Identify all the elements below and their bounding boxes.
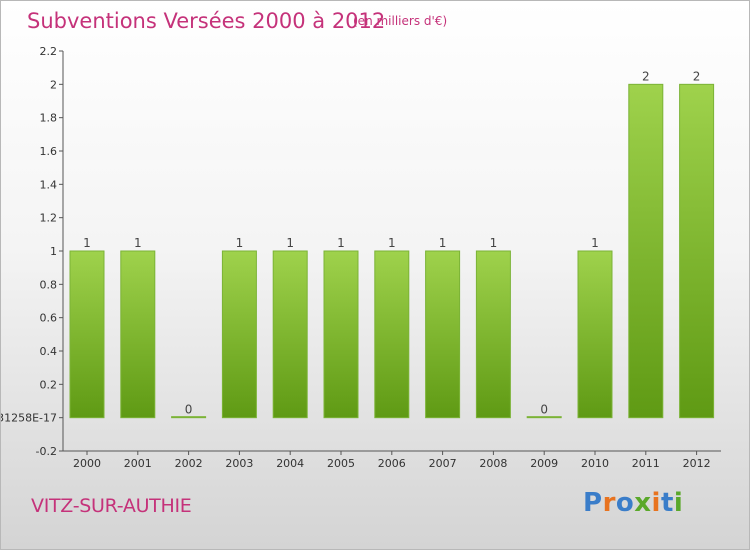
bar-2000 xyxy=(69,250,105,419)
x-tick-label: 2008 xyxy=(479,457,507,470)
bar-2010 xyxy=(577,250,613,419)
y-tick-label: 0.2 xyxy=(40,378,58,391)
bar-2001 xyxy=(120,250,156,419)
data-label: 1 xyxy=(490,236,498,250)
data-label: 1 xyxy=(591,236,599,250)
bar-2007 xyxy=(425,250,461,419)
y-tick-label: 0.4 xyxy=(40,345,58,358)
y-tick-label: 1.6 xyxy=(40,145,58,158)
bar-2004 xyxy=(272,250,308,419)
y-tick-label: 0.6 xyxy=(40,312,58,325)
y-tick-label: -5.5511151231258E-17 xyxy=(1,412,57,425)
commune-name: VITZ-SUR-AUTHIE xyxy=(31,495,192,517)
x-tick-label: 2003 xyxy=(225,457,253,470)
data-label: 2 xyxy=(693,69,701,83)
x-tick-label: 2001 xyxy=(124,457,152,470)
logo-letter: i xyxy=(673,488,684,518)
bar-2002 xyxy=(171,416,207,419)
chart-unit-note: (en milliers d'€) xyxy=(353,14,448,28)
x-tick-label: 2000 xyxy=(73,457,101,470)
data-label: 2 xyxy=(642,69,650,83)
data-label: 1 xyxy=(439,236,447,250)
bar-2008 xyxy=(475,250,511,419)
proxiti-logo[interactable]: Proxiti xyxy=(583,488,683,518)
y-tick-label: 2 xyxy=(50,78,57,91)
y-tick-label: 2.2 xyxy=(40,45,58,58)
data-label: 1 xyxy=(388,236,396,250)
data-label: 1 xyxy=(286,236,294,250)
bar-2011 xyxy=(628,83,664,419)
bar-2005 xyxy=(323,250,359,419)
logo-letter: i xyxy=(651,488,661,518)
logo-letter: o xyxy=(615,488,635,518)
y-tick-label: 0.8 xyxy=(40,278,58,291)
bar-2012 xyxy=(679,83,715,419)
data-label: 0 xyxy=(185,403,193,417)
logo-letter: t xyxy=(660,488,674,518)
bar-2006 xyxy=(374,250,410,419)
x-tick-label: 2007 xyxy=(429,457,457,470)
x-tick-label: 2002 xyxy=(175,457,203,470)
y-tick-label: 1.4 xyxy=(40,178,58,191)
chart-title: Subventions Versées 2000 à 2012 xyxy=(27,9,386,33)
x-tick-label: 2005 xyxy=(327,457,355,470)
x-tick-label: 2010 xyxy=(581,457,609,470)
x-tick-label: 2009 xyxy=(530,457,558,470)
bar-2003 xyxy=(221,250,257,419)
y-tick-label: 1 xyxy=(50,245,57,258)
x-tick-label: 2012 xyxy=(683,457,711,470)
y-tick-label: 1.2 xyxy=(40,212,58,225)
data-label: 1 xyxy=(337,236,345,250)
data-label: 0 xyxy=(540,403,548,417)
y-tick-label: 1.8 xyxy=(40,112,58,125)
bar-2009 xyxy=(526,416,562,419)
logo-letter: r xyxy=(602,488,616,518)
x-tick-label: 2004 xyxy=(276,457,304,470)
x-tick-label: 2011 xyxy=(632,457,660,470)
logo-letter: P xyxy=(583,488,603,518)
x-tick-label: 2006 xyxy=(378,457,406,470)
data-label: 1 xyxy=(236,236,244,250)
y-tick-label: -0.2 xyxy=(36,445,57,458)
data-label: 1 xyxy=(134,236,142,250)
data-label: 1 xyxy=(83,236,91,250)
logo-letter: x xyxy=(634,488,652,518)
